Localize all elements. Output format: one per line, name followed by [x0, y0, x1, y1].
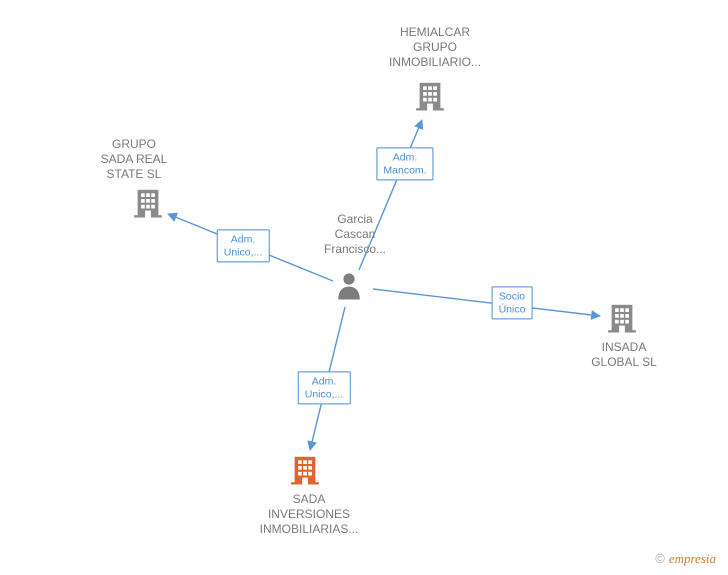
copyright-symbol: © — [655, 551, 665, 566]
edge-line — [373, 289, 600, 316]
edge-label: Adm. Unico,... — [217, 229, 270, 262]
building-icon — [416, 81, 444, 111]
person-icon — [336, 272, 362, 300]
node-label: GRUPO SADA REAL STATE SL — [101, 137, 168, 182]
node-hemialcar[interactable] — [416, 81, 444, 116]
node-sada-real[interactable] — [134, 188, 162, 223]
edges-layer — [0, 0, 728, 575]
edge-label: Adm. Unico,... — [298, 371, 351, 404]
node-label: HEMIALCAR GRUPO INMOBILIARIO... — [389, 25, 481, 70]
node-person-garcia[interactable] — [336, 272, 362, 305]
watermark: © empresia — [655, 551, 716, 567]
node-label: Garcia Cascan Francisco... — [324, 212, 386, 257]
node-label: INSADA GLOBAL SL — [591, 340, 657, 370]
node-insada[interactable] — [608, 303, 636, 338]
diagram-canvas: Garcia Cascan Francisco... HEMIALCAR GRU… — [0, 0, 728, 575]
edge-label: Adm. Mancom. — [376, 147, 433, 180]
building-icon — [134, 188, 162, 218]
edge-label: Socio Único — [492, 286, 533, 319]
building-icon — [608, 303, 636, 333]
node-label: SADA INVERSIONES INMOBILIARIAS... — [260, 492, 359, 537]
node-sada-inv[interactable] — [291, 455, 319, 490]
building-icon — [291, 455, 319, 485]
watermark-text: empresia — [669, 551, 716, 566]
